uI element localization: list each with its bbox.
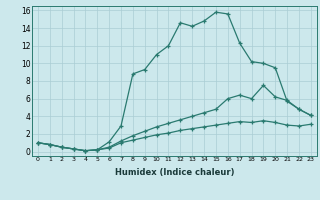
X-axis label: Humidex (Indice chaleur): Humidex (Indice chaleur) — [115, 168, 234, 177]
